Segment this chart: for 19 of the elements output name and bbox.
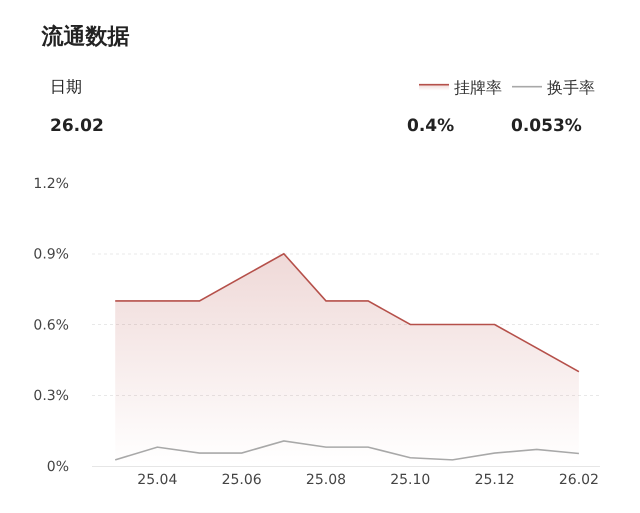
x-tick-label: 25.12 [474,472,515,488]
legend-label: 挂牌率 [454,78,502,97]
text: 0.053% [511,116,582,136]
y-tick-label: 1.2% [33,176,69,192]
x-tick-label: 26.02 [558,472,599,488]
x-tick-label: 25.08 [306,472,346,488]
x-tick-label: 25.10 [390,472,430,488]
y-tick-label: 0.6% [33,317,69,334]
y-tick-label: 0.9% [33,246,69,263]
legend-label: 换手率 [547,78,595,97]
text: 0.4% [407,116,454,136]
line-series [114,440,580,461]
x-tick-label: 25.04 [137,472,178,488]
y-tick-label: 0.3% [33,388,69,404]
text: 26.02 [50,116,104,136]
y-tick-label: 0% [46,458,69,475]
chart-title: 流通数据 [40,24,130,50]
text: 日期 [50,77,82,96]
x-tick-label: 25.06 [222,472,262,488]
